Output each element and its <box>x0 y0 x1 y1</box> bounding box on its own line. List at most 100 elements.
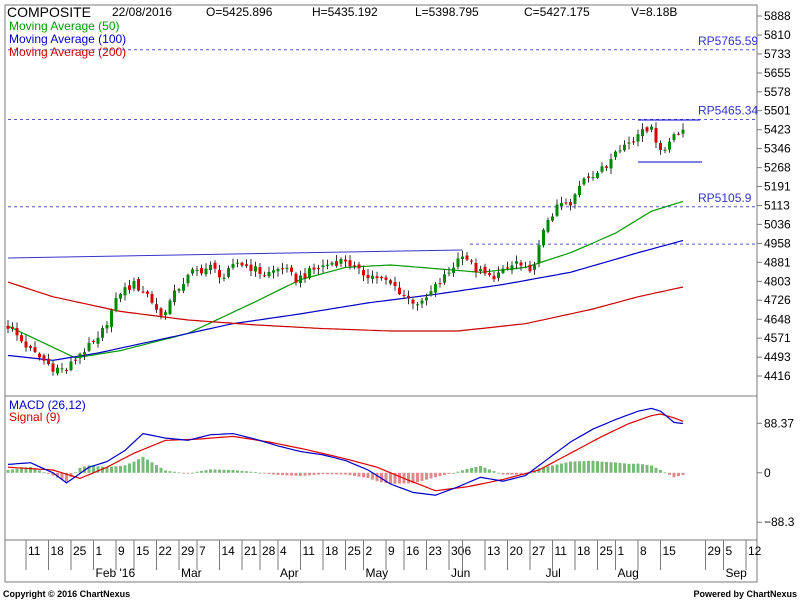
candle-body <box>335 261 338 266</box>
price-tick-label: 4803 <box>764 274 791 288</box>
candle-body <box>6 325 10 329</box>
candle-body <box>182 284 185 291</box>
histogram-bar <box>128 463 131 473</box>
histogram-bar <box>416 472 419 483</box>
histogram-bar <box>650 465 653 473</box>
candle-body <box>663 149 667 151</box>
powered-by-text: Powered by ChartNexus <box>693 589 797 599</box>
histogram-bar <box>465 468 469 473</box>
candle-body <box>303 273 307 279</box>
candle-body <box>600 166 604 172</box>
histogram-bar <box>69 472 73 477</box>
price-tick-label: 5268 <box>764 161 791 175</box>
histogram-bar <box>159 467 163 473</box>
candle-body <box>542 229 545 246</box>
histogram-bar <box>119 465 122 473</box>
macd-tick-label: 0 <box>764 466 771 480</box>
histogram-bar <box>429 472 433 479</box>
histogram-bar <box>204 470 208 473</box>
histogram-bar <box>281 472 284 476</box>
candle-body <box>155 304 158 310</box>
candle-body <box>506 267 509 269</box>
histogram-bar <box>677 472 680 477</box>
date-tick-label: 16 <box>406 544 420 558</box>
candle-body <box>465 255 469 260</box>
histogram-bar <box>326 472 329 475</box>
histogram-bar <box>56 472 59 478</box>
price-tick-label: 5810 <box>764 28 791 42</box>
candle-body <box>222 277 226 279</box>
month-label: Apr <box>280 566 299 580</box>
price-tick-label: 5733 <box>764 47 791 61</box>
candlestick-series <box>6 122 685 376</box>
candle-body <box>101 328 104 338</box>
histogram-bar <box>182 472 185 474</box>
histogram-bar <box>668 472 671 475</box>
candle-body <box>254 266 257 272</box>
histogram-bar <box>596 461 599 473</box>
candle-body <box>384 277 388 280</box>
histogram-bar <box>330 472 334 475</box>
price-y-ticks: 5888 5810 5733 5655 5578 5501 5423 5346 5268 5191… <box>757 9 791 383</box>
histogram-bar <box>456 471 460 473</box>
candle-body <box>339 258 343 264</box>
candle-body <box>74 359 77 361</box>
month-label: Jul <box>546 566 561 580</box>
date-label: 22/08/2016 <box>112 5 172 19</box>
candle-body <box>263 275 266 277</box>
histogram-bar <box>236 470 239 473</box>
candle-body <box>51 363 55 372</box>
month-label: Mar <box>181 566 202 580</box>
price-tick-label: 4571 <box>764 331 791 345</box>
candle-body <box>402 294 406 296</box>
candle-body <box>470 260 473 262</box>
histogram-bar <box>654 467 658 473</box>
candle-body <box>195 269 199 271</box>
histogram-bar <box>24 467 28 473</box>
candle-body <box>272 270 275 273</box>
month-label: Jun <box>451 566 470 580</box>
price-tick-label: 5113 <box>764 199 790 213</box>
candle-body <box>249 264 253 271</box>
candle-body <box>650 126 653 130</box>
histogram-bar <box>209 469 212 473</box>
candle-body <box>596 172 599 178</box>
histogram-bar <box>33 468 37 473</box>
histogram-bar <box>186 472 190 474</box>
histogram-bar <box>528 472 532 474</box>
histogram-bar <box>501 472 505 475</box>
candle-body <box>668 141 671 150</box>
histogram-bar <box>308 472 311 476</box>
histogram-bar <box>110 466 113 473</box>
date-tick-label: 11 <box>303 544 316 558</box>
price-tick-label: 5501 <box>764 104 791 118</box>
candle-body <box>87 342 91 351</box>
candle-body <box>312 267 316 270</box>
candle-body <box>591 177 595 179</box>
signal-title: Signal (9) <box>9 410 60 424</box>
candle-body <box>582 178 586 185</box>
histogram-bar <box>578 461 581 473</box>
candle-body <box>429 291 433 296</box>
date-tick-label: 8 <box>640 544 647 558</box>
level-label: RP5765.59 <box>698 34 758 48</box>
candle-body <box>191 269 194 274</box>
histogram-bar <box>20 468 23 473</box>
candle-body <box>110 310 113 327</box>
macd-line <box>7 407 684 496</box>
histogram-bar <box>164 470 167 473</box>
open-label: O=5425.896 <box>206 5 273 19</box>
candle-body <box>573 194 577 204</box>
candle-body <box>416 304 419 306</box>
histogram-bar <box>438 472 442 477</box>
histogram-bar <box>546 466 550 473</box>
candle-body <box>290 267 293 272</box>
histogram-bar <box>276 472 280 475</box>
date-tick-label: 28 <box>262 544 276 558</box>
histogram-bar <box>339 472 343 475</box>
date-tick-label: 18 <box>325 544 339 558</box>
histogram-bar <box>114 466 118 473</box>
price-tick-label: 5346 <box>764 142 791 156</box>
candle-body <box>299 275 302 284</box>
histogram-bar <box>672 472 676 478</box>
